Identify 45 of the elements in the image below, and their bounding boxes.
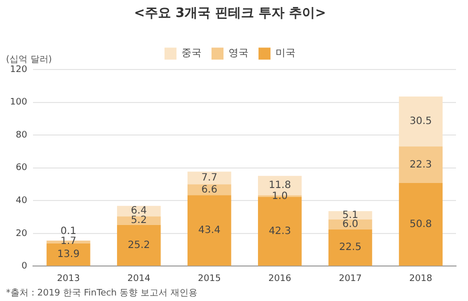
data-label: 42.3	[268, 226, 291, 237]
bar	[328, 229, 372, 266]
data-label: 6.4	[130, 206, 147, 217]
data-label: 50.8	[410, 218, 432, 230]
x-tick-label: 2014	[127, 274, 151, 284]
y-tick-label: 0	[21, 262, 28, 272]
y-tick-label: 100	[10, 98, 28, 108]
bar	[398, 96, 443, 146]
data-label: 5.2	[130, 215, 147, 226]
data-label: 5.1	[342, 210, 358, 221]
data-label: 1.0	[272, 190, 288, 202]
bar	[188, 172, 232, 184]
data-label: 22.3	[410, 159, 432, 170]
bar	[188, 195, 232, 266]
chart-title: <주요 3개국 핀테크 투자 추이>	[134, 6, 326, 22]
data-label: 25.2	[128, 240, 150, 251]
data-label: 6.0	[342, 219, 358, 230]
data-label: 0.1	[60, 226, 76, 238]
bar	[46, 243, 90, 266]
bar	[117, 224, 161, 266]
legend-label: 미국	[276, 48, 296, 60]
y-tick-label: 120	[10, 64, 28, 75]
data-label: 43.4	[198, 224, 220, 236]
x-tick-label: 2015	[198, 274, 221, 284]
data-label: 6.6	[201, 184, 218, 196]
y-axis-title: (십억 달러)	[6, 54, 52, 65]
bar	[328, 211, 372, 220]
data-label: 7.7	[201, 172, 218, 184]
y-tick-label: 80	[16, 130, 28, 140]
legend-label: 영국	[228, 48, 248, 60]
x-tick-label: 2016	[268, 274, 292, 284]
bar	[398, 146, 443, 183]
y-tick-label: 40	[16, 196, 28, 206]
x-tick-label: 2018	[409, 274, 432, 284]
data-label: 30.5	[410, 116, 432, 128]
data-label: 22.5	[339, 242, 362, 254]
y-tick-label: 20	[16, 228, 28, 239]
x-tick-label: 2017	[338, 274, 362, 284]
data-label: 11.8	[268, 180, 291, 192]
x-tick-label: 2013	[56, 274, 80, 284]
bar	[398, 182, 443, 266]
data-label: 13.9	[57, 249, 80, 260]
legend-label: 중국	[182, 48, 202, 60]
text: *출처 : 2019 한국 FinTech 동향 보고서 재인용	[6, 288, 198, 298]
y-tick-label: 60	[16, 163, 28, 174]
